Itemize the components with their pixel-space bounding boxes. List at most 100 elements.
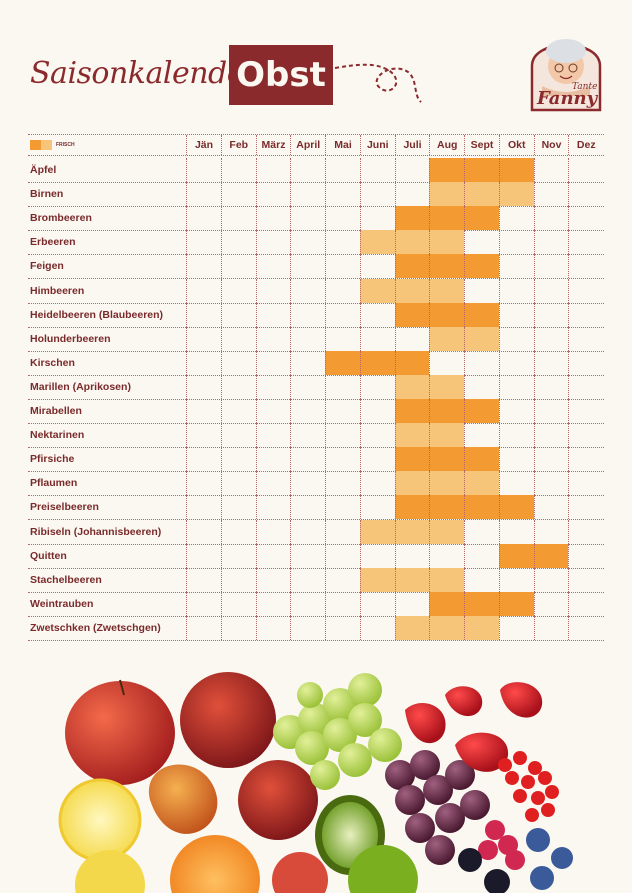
table-row: Marillen (Aprikosen) xyxy=(28,374,604,400)
season-cell-empty xyxy=(498,423,534,448)
season-cell-light xyxy=(359,567,395,592)
season-cell-light xyxy=(359,230,395,255)
season-cell-fresh xyxy=(325,350,360,375)
season-cell-empty xyxy=(325,567,360,592)
season-cell-empty xyxy=(533,615,569,640)
season-cell-empty xyxy=(255,423,291,448)
script-title: Saisonkalender xyxy=(30,56,258,91)
season-cell-empty xyxy=(186,591,221,616)
season-cell-empty xyxy=(568,206,603,231)
season-cell-empty xyxy=(186,615,221,640)
season-cell-fresh xyxy=(464,206,499,231)
season-cell-empty xyxy=(220,326,256,351)
season-cell-light xyxy=(464,471,499,496)
season-cell-empty xyxy=(255,158,291,182)
season-cell-empty xyxy=(290,423,325,448)
table-row: Holunderbeeren xyxy=(28,326,604,352)
fruit-name: Birnen xyxy=(30,188,64,201)
page-title: Obst xyxy=(229,45,333,105)
season-cell-empty xyxy=(220,206,256,231)
season-cell-empty xyxy=(255,567,291,592)
header: Saisonkalender Obst Tante Fanny xyxy=(0,0,632,125)
season-cell-empty xyxy=(290,278,325,303)
season-cell-empty xyxy=(255,399,291,423)
season-cell-light xyxy=(394,423,430,448)
season-cell-light xyxy=(394,471,430,496)
season-cell-empty xyxy=(568,543,603,568)
table-row: Pflaumen xyxy=(28,471,604,497)
fruit-name: Marillen (Aprikosen) xyxy=(30,380,131,393)
season-cell-empty xyxy=(290,519,325,544)
season-cell-empty xyxy=(186,278,221,303)
season-cell-empty xyxy=(568,302,603,327)
season-cell-empty xyxy=(186,447,221,472)
month-header: Sept xyxy=(464,135,499,155)
season-cell-empty xyxy=(290,374,325,399)
logo-text-fanny: Fanny xyxy=(537,88,598,109)
season-cell-light xyxy=(359,278,395,303)
legend-swatch xyxy=(30,140,52,150)
season-cell-fresh xyxy=(498,591,534,616)
season-cell-empty xyxy=(255,471,291,496)
season-cell-light xyxy=(359,519,395,544)
season-cell-light xyxy=(394,278,430,303)
season-cell-empty xyxy=(464,374,499,399)
season-cell-light xyxy=(429,423,464,448)
season-cell-empty xyxy=(464,230,499,255)
month-header: Aug xyxy=(429,135,464,155)
season-cell-empty xyxy=(533,495,569,520)
season-cell-empty xyxy=(325,543,360,568)
season-cell-empty xyxy=(359,206,395,231)
season-cell-empty xyxy=(359,182,395,207)
season-cell-empty xyxy=(464,519,499,544)
fruit-name: Erbeeren xyxy=(30,236,76,249)
season-cell-fresh xyxy=(394,495,430,520)
season-cell-empty xyxy=(429,350,464,375)
season-cell-empty xyxy=(568,254,603,279)
fruit-name: Zwetschken (Zwetschgen) xyxy=(30,621,161,634)
swirl-decoration xyxy=(334,63,422,103)
season-cell-empty xyxy=(359,254,395,279)
fruit-name: Stachelbeeren xyxy=(30,573,102,586)
season-cell-fresh xyxy=(429,254,464,279)
month-header: März xyxy=(255,135,291,155)
season-cell-light xyxy=(429,278,464,303)
season-cell-empty xyxy=(394,326,430,351)
season-cell-empty xyxy=(220,447,256,472)
season-cell-fresh xyxy=(394,350,430,375)
season-cell-empty xyxy=(290,447,325,472)
season-cell-empty xyxy=(568,182,603,207)
season-cell-light xyxy=(394,615,430,640)
season-cell-empty xyxy=(290,302,325,327)
season-cell-empty xyxy=(533,399,569,423)
season-cell-empty xyxy=(498,399,534,423)
season-cell-fresh xyxy=(464,399,499,423)
fruit-name: Pfirsiche xyxy=(30,453,75,466)
season-cell-empty xyxy=(325,326,360,351)
table-header-row: FRISCH Jän Feb März April Mai Juni Juli Aug Sept… xyxy=(28,134,604,156)
season-cell-fresh xyxy=(464,591,499,616)
season-cell-light xyxy=(429,326,464,351)
fruit-name: Kirschen xyxy=(30,356,75,369)
season-cell-empty xyxy=(568,278,603,303)
season-cell-empty xyxy=(325,471,360,496)
season-cell-empty xyxy=(325,447,360,472)
season-cell-light xyxy=(429,182,464,207)
season-cell-empty xyxy=(290,471,325,496)
season-cell-empty xyxy=(429,543,464,568)
season-cell-empty xyxy=(464,423,499,448)
season-cell-empty xyxy=(290,326,325,351)
season-cell-empty xyxy=(533,302,569,327)
season-cell-empty xyxy=(290,495,325,520)
season-cell-empty xyxy=(325,399,360,423)
season-cell-empty xyxy=(220,230,256,255)
season-cell-empty xyxy=(533,206,569,231)
season-cell-empty xyxy=(220,615,256,640)
fruit-photo xyxy=(0,650,632,893)
table-row: Weintrauben xyxy=(28,591,604,617)
season-cell-fresh xyxy=(464,254,499,279)
season-cell-empty xyxy=(255,495,291,520)
table-row: Birnen xyxy=(28,182,604,208)
legend-label: FRISCH xyxy=(56,142,75,148)
season-cell-empty xyxy=(464,278,499,303)
